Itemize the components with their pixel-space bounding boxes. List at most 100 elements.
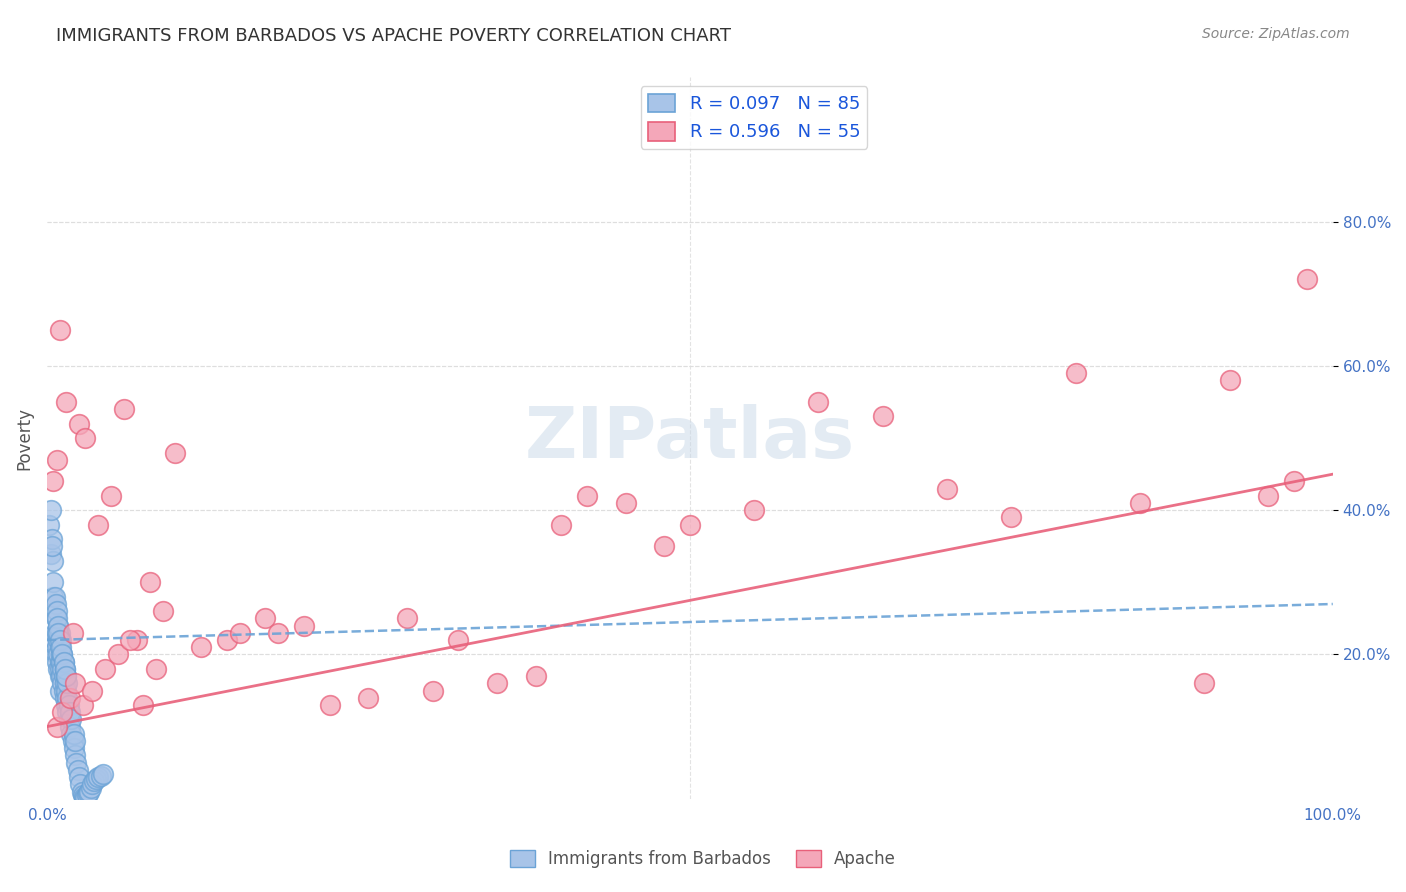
Point: [614, 496, 637, 510]
Point: [59, 720, 82, 734]
Point: [1282, 475, 1305, 489]
Point: [319, 698, 342, 712]
Point: [48, 625, 70, 640]
Point: [165, 445, 187, 459]
Point: [58, 698, 80, 712]
Point: [55, 698, 77, 712]
Point: [55, 669, 77, 683]
Point: [59, 690, 82, 705]
Point: [84, 772, 107, 786]
Point: [42, 475, 65, 489]
Point: [48, 683, 70, 698]
Point: [132, 698, 155, 712]
Text: ZIPatlas: ZIPatlas: [524, 403, 855, 473]
Point: [652, 539, 675, 553]
Point: [62, 625, 84, 640]
Point: [49, 648, 72, 662]
Point: [53, 662, 76, 676]
Point: [422, 683, 444, 698]
Point: [267, 625, 290, 640]
Point: [48, 669, 70, 683]
Point: [46, 655, 69, 669]
Point: [67, 417, 90, 431]
Y-axis label: Poverty: Poverty: [15, 407, 32, 469]
Point: [83, 773, 105, 788]
Point: [79, 784, 101, 798]
Point: [51, 705, 73, 719]
Point: [79, 780, 101, 795]
Point: [69, 777, 91, 791]
Point: [872, 409, 894, 424]
Point: [48, 323, 70, 337]
Point: [48, 662, 70, 676]
Point: [45, 611, 67, 625]
Point: [39, 503, 62, 517]
Point: [125, 633, 148, 648]
Point: [46, 611, 69, 625]
Point: [550, 517, 572, 532]
Point: [1064, 366, 1087, 380]
Point: [120, 633, 142, 648]
Point: [87, 517, 110, 532]
Point: [48, 640, 70, 655]
Point: [56, 690, 79, 705]
Point: [38, 517, 60, 532]
Point: [42, 575, 65, 590]
Point: [44, 625, 66, 640]
Point: [395, 611, 418, 625]
Point: [60, 713, 83, 727]
Text: Source: ZipAtlas.com: Source: ZipAtlas.com: [1202, 27, 1350, 41]
Point: [100, 489, 122, 503]
Point: [42, 554, 65, 568]
Point: [936, 482, 959, 496]
Point: [49, 640, 72, 655]
Point: [63, 748, 86, 763]
Point: [67, 770, 90, 784]
Point: [46, 640, 69, 655]
Point: [53, 690, 76, 705]
Point: [60, 727, 83, 741]
Legend: Immigrants from Barbados, Apache: Immigrants from Barbados, Apache: [503, 843, 903, 875]
Point: [46, 452, 69, 467]
Point: [56, 705, 79, 719]
Point: [48, 655, 70, 669]
Point: [80, 777, 103, 791]
Point: [72, 788, 94, 802]
Point: [807, 395, 830, 409]
Point: [44, 590, 66, 604]
Point: [41, 539, 63, 553]
Point: [58, 713, 80, 727]
Point: [73, 789, 96, 804]
Point: [48, 633, 70, 648]
Point: [48, 625, 70, 640]
Point: [48, 633, 70, 648]
Point: [48, 662, 70, 676]
Point: [75, 431, 97, 445]
Point: [48, 618, 70, 632]
Point: [51, 662, 73, 676]
Point: [145, 662, 167, 676]
Point: [94, 662, 117, 676]
Point: [49, 633, 72, 648]
Point: [41, 532, 63, 546]
Point: [1192, 676, 1215, 690]
Point: [45, 597, 67, 611]
Point: [55, 669, 77, 683]
Point: [59, 705, 82, 719]
Point: [55, 683, 77, 698]
Point: [485, 676, 508, 690]
Point: [52, 669, 75, 683]
Point: [48, 618, 70, 632]
Point: [63, 734, 86, 748]
Point: [39, 547, 62, 561]
Legend: R = 0.097   N = 85, R = 0.596   N = 55: R = 0.097 N = 85, R = 0.596 N = 55: [641, 87, 868, 149]
Point: [1000, 510, 1022, 524]
Point: [46, 720, 69, 734]
Point: [90, 769, 112, 783]
Point: [70, 784, 93, 798]
Point: [76, 788, 98, 802]
Point: [55, 395, 77, 409]
Point: [49, 669, 72, 683]
Point: [524, 669, 547, 683]
Point: [87, 770, 110, 784]
